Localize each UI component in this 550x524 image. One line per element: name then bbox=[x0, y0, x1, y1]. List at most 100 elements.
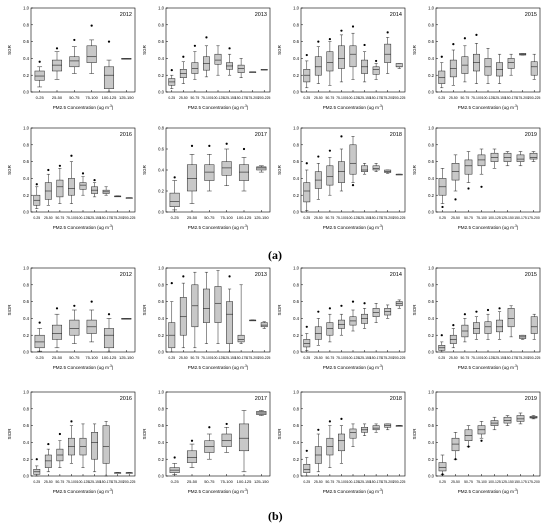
box-50-75 bbox=[464, 425, 473, 448]
box-iqr bbox=[179, 297, 187, 336]
y-tick-label: 0.6 bbox=[23, 299, 29, 304]
x-axis-label-close: ) bbox=[112, 105, 114, 110]
box-150-175 bbox=[372, 423, 380, 433]
box-75-100 bbox=[477, 421, 486, 442]
x-axis-label: PM2.5 Concentration (ug m-3) bbox=[188, 224, 249, 230]
outlier-point bbox=[305, 53, 308, 57]
x-tick-label: 125-150 bbox=[358, 216, 371, 220]
box-iqr bbox=[169, 192, 180, 207]
panel-a-2019: 2019 0.0 0.2 0.4 0.6 0.8 1.0 SGR 0-25 25-50 50-75 7… bbox=[412, 126, 541, 230]
x-tick-label: 125-150 bbox=[358, 480, 371, 484]
box-iqr bbox=[496, 319, 503, 333]
outlier-point bbox=[328, 307, 331, 310]
outlier-point bbox=[317, 428, 320, 431]
x-tick-label: 75-100 bbox=[336, 356, 347, 360]
box-0-25 bbox=[438, 334, 446, 353]
x-tick-label: 25-50 bbox=[314, 480, 323, 484]
outlier-point bbox=[441, 473, 444, 476]
panel-b-2013: 2013 0.0 0.2 0.4 0.6 0.8 1.0 SIOR 0-25 25-50 50-75… bbox=[142, 266, 271, 370]
y-axis-label: SGR bbox=[412, 44, 417, 55]
box-iqr bbox=[529, 152, 538, 160]
x-tick-label: 200-225 bbox=[393, 356, 406, 360]
x-tick-label: 125-150 bbox=[501, 480, 514, 484]
x-tick-label: 100-125 bbox=[77, 480, 90, 484]
x-tick-label: 100-125 bbox=[102, 95, 117, 100]
box-iqr bbox=[214, 53, 222, 65]
box-175-200 bbox=[114, 195, 122, 198]
box-iqr bbox=[338, 433, 345, 452]
outlier-point bbox=[317, 40, 320, 43]
x-axis-label-exponent: -3 bbox=[514, 224, 517, 228]
outlier-point bbox=[190, 144, 194, 147]
y-tick-label: 0.4 bbox=[428, 440, 434, 445]
box-100-125 bbox=[103, 40, 115, 93]
y-tick-label: 0.4 bbox=[23, 56, 29, 61]
y-tick-label: 0.4 bbox=[428, 176, 434, 181]
box-iqr bbox=[473, 322, 480, 334]
x-tick-label: 125-150 bbox=[493, 356, 506, 360]
y-tick-label: 0.0 bbox=[293, 210, 299, 215]
box-iqr bbox=[314, 56, 322, 76]
x-tick-label: 175-200 bbox=[527, 480, 540, 484]
box-iqr bbox=[372, 425, 380, 431]
x-tick-label: 150-175 bbox=[370, 356, 383, 360]
x-tick-label: 150-175 bbox=[505, 356, 518, 360]
outlier-point bbox=[182, 275, 185, 278]
box-50-75 bbox=[56, 432, 64, 468]
box-50-75 bbox=[326, 37, 334, 86]
x-tick-label: 25-50 bbox=[44, 216, 53, 220]
y-tick-label: 0.4 bbox=[23, 176, 29, 181]
x-tick-label: 0-25 bbox=[33, 216, 40, 220]
outlier-point bbox=[486, 308, 490, 312]
y-tick-label: 0.2 bbox=[23, 333, 29, 338]
x-tick-label: 175-200 bbox=[111, 216, 124, 220]
box-75-100 bbox=[68, 420, 75, 464]
outlier-point bbox=[35, 458, 38, 461]
x-axis-label-close: ) bbox=[247, 365, 249, 370]
x-tick-label: 75-100 bbox=[85, 95, 98, 100]
panel-title: 2015 bbox=[525, 12, 537, 18]
box-125-150 bbox=[361, 423, 368, 436]
x-axis-label-exponent: -3 bbox=[244, 104, 247, 108]
y-tick-label: 1.0 bbox=[428, 126, 434, 131]
x-tick-label: 50-75 bbox=[69, 355, 80, 360]
x-tick-label: 75-100 bbox=[201, 356, 212, 360]
y-axis-label: SIOR bbox=[412, 304, 417, 316]
panel-title: 2016 bbox=[120, 132, 132, 138]
box-50-75 bbox=[464, 151, 473, 190]
x-tick-label: 75-100 bbox=[220, 215, 233, 220]
box-125-150 bbox=[256, 165, 267, 173]
x-axis-label-close: ) bbox=[382, 365, 384, 370]
x-tick-label: 50-75 bbox=[326, 356, 335, 360]
x-tick-label: 175-200 bbox=[527, 216, 540, 220]
x-tick-label: 150-175 bbox=[370, 480, 383, 484]
plot-frame bbox=[435, 127, 541, 213]
y-tick-label: 0.4 bbox=[158, 56, 164, 61]
box-0-25 bbox=[168, 69, 176, 89]
y-tick-label: 0.6 bbox=[428, 423, 434, 428]
y-axis-label: SGR bbox=[412, 164, 417, 175]
panel-a-2017: 2017 0.0 0.2 0.4 0.6 0.8 SGR 0-25 25-50 50-75 75-1… bbox=[142, 126, 271, 230]
box-0-25 bbox=[34, 60, 45, 88]
box-75-100 bbox=[473, 310, 480, 340]
box-iqr bbox=[68, 178, 75, 196]
x-axis-label-exponent: -3 bbox=[379, 364, 382, 368]
y-tick-label: 0.0 bbox=[158, 90, 164, 95]
y-tick-label: 0.6 bbox=[293, 159, 299, 164]
outlier-point bbox=[73, 304, 76, 307]
box-iqr bbox=[256, 166, 267, 171]
y-axis-label: SGR bbox=[7, 164, 12, 175]
box-iqr bbox=[69, 56, 80, 68]
box-iqr bbox=[103, 328, 115, 349]
outlier-point bbox=[173, 456, 176, 459]
x-tick-label: 25-50 bbox=[451, 216, 460, 220]
x-tick-label: 100-125 bbox=[488, 480, 501, 484]
x-tick-label: 25-50 bbox=[44, 480, 53, 484]
x-tick-label: 0-25 bbox=[168, 356, 175, 360]
box-iqr bbox=[326, 51, 334, 72]
box-iqr bbox=[186, 164, 198, 192]
box-200-225 bbox=[395, 299, 403, 309]
outlier-point bbox=[351, 300, 355, 303]
box-100-125 bbox=[103, 313, 115, 353]
x-tick-label: 75-100 bbox=[220, 479, 233, 484]
